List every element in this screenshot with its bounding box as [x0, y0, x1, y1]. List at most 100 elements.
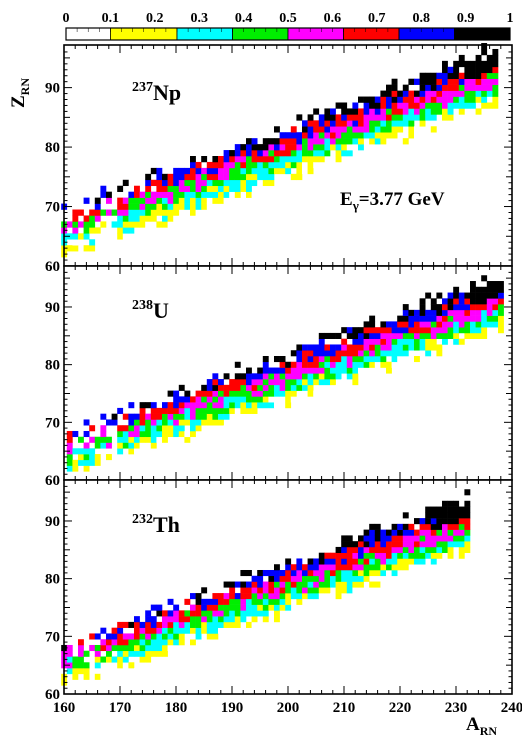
heatmap-cell — [442, 523, 448, 530]
heatmap-cell — [262, 179, 269, 187]
heatmap-cell — [302, 167, 308, 175]
heatmap-cell — [363, 114, 370, 121]
heatmap-cell — [335, 138, 342, 145]
heatmap-cell — [268, 402, 275, 409]
heatmap-cell — [430, 309, 437, 316]
y-axis-title-sub: RN — [18, 78, 32, 96]
heatmap-cell — [184, 396, 191, 403]
heatmap-cell — [234, 361, 241, 368]
heatmap-cell — [218, 413, 224, 420]
heatmap-cell — [486, 292, 493, 299]
heatmap-cell — [262, 616, 269, 623]
heatmap-cell — [184, 627, 191, 634]
heatmap-cell — [447, 541, 454, 548]
heatmap-cell — [240, 419, 247, 426]
heatmap-cell — [425, 529, 432, 536]
heatmap-cell — [447, 332, 454, 339]
heatmap-cell — [257, 390, 264, 397]
heatmap-cell — [447, 309, 454, 316]
heatmap-cell — [234, 191, 241, 198]
heatmap-cell — [178, 430, 185, 438]
heatmap-cell — [212, 390, 219, 397]
heatmap-cell — [223, 593, 230, 600]
heatmap-cell — [380, 569, 387, 577]
heatmap-cell — [122, 650, 129, 657]
heatmap-cell — [358, 108, 364, 115]
heatmap-cell — [419, 90, 426, 97]
heatmap-cell — [128, 221, 135, 228]
heatmap-cell — [436, 327, 443, 334]
heatmap-cell — [391, 541, 398, 548]
heatmap-cell — [262, 373, 269, 380]
heatmap-cell — [481, 275, 488, 282]
x-tick-label: 180 — [165, 700, 188, 716]
heatmap-cell — [397, 552, 404, 559]
heatmap-cell — [229, 167, 236, 175]
heatmap-cell — [318, 581, 325, 588]
heatmap-cell — [302, 569, 308, 577]
heatmap-cell — [257, 161, 264, 169]
heatmap-cell — [492, 281, 499, 288]
heatmap-cell — [352, 546, 359, 553]
heatmap-cell — [363, 332, 370, 339]
heatmap-cell — [262, 396, 269, 403]
heatmap-cell — [414, 541, 420, 548]
heatmap-cell — [117, 221, 124, 228]
heatmap-cell — [391, 120, 398, 127]
heatmap-cell — [313, 126, 320, 133]
heatmap-cell — [470, 90, 476, 97]
heatmap-cell — [296, 558, 303, 565]
heatmap-cell — [234, 604, 241, 611]
heatmap-cell — [156, 185, 163, 192]
heatmap-cell — [167, 616, 174, 623]
heatmap-cell — [139, 627, 146, 634]
heatmap-cell — [262, 138, 269, 145]
heatmap-cell — [391, 355, 398, 363]
heatmap-cell — [374, 350, 381, 357]
heatmap-cell — [66, 454, 73, 461]
heatmap-cell — [436, 552, 443, 559]
heatmap-cell — [128, 448, 135, 455]
heatmap-cell — [145, 633, 152, 640]
heatmap-cell — [391, 102, 398, 109]
heatmap-cell — [229, 150, 236, 157]
heatmap-cell — [89, 221, 96, 228]
heatmap-cell — [72, 448, 79, 455]
heatmap-cell — [408, 529, 415, 536]
heatmap-cell — [296, 575, 303, 582]
heatmap-cell — [251, 384, 258, 391]
heatmap-cell — [352, 367, 359, 374]
heatmap-cell — [167, 610, 174, 617]
heatmap-cell — [167, 413, 174, 420]
heatmap-cell — [184, 185, 191, 192]
heatmap-cell — [363, 529, 370, 536]
heatmap-cell — [341, 108, 348, 115]
heatmap-cell — [402, 90, 409, 97]
heatmap-cell — [335, 361, 342, 368]
heatmap-cell — [453, 321, 460, 328]
heatmap-cell — [464, 523, 471, 530]
heatmap-cell — [307, 138, 314, 145]
heatmap-cell — [341, 546, 348, 553]
heatmap-cell — [240, 616, 247, 623]
heatmap-cell — [262, 355, 269, 363]
heatmap-cell — [134, 644, 140, 652]
heatmap-cell — [397, 96, 404, 103]
heatmap-cells — [61, 43, 499, 270]
heatmap-cell — [66, 668, 73, 675]
heatmap-cell — [313, 132, 320, 139]
heatmap-cell — [167, 197, 174, 204]
heatmap-cell — [66, 221, 73, 228]
heatmap-cell — [156, 621, 163, 628]
heatmap-cell — [341, 327, 348, 334]
y-tick-label: 90 — [45, 81, 60, 97]
color-scale-segment — [176, 27, 233, 41]
heatmap-cell — [139, 442, 146, 449]
heatmap-cell — [156, 436, 163, 443]
heatmap-cell — [352, 327, 359, 334]
heatmap-cell — [257, 150, 264, 157]
heatmap-cell — [458, 54, 465, 62]
heatmap-cell — [313, 373, 320, 380]
heatmap-cell — [492, 321, 499, 328]
